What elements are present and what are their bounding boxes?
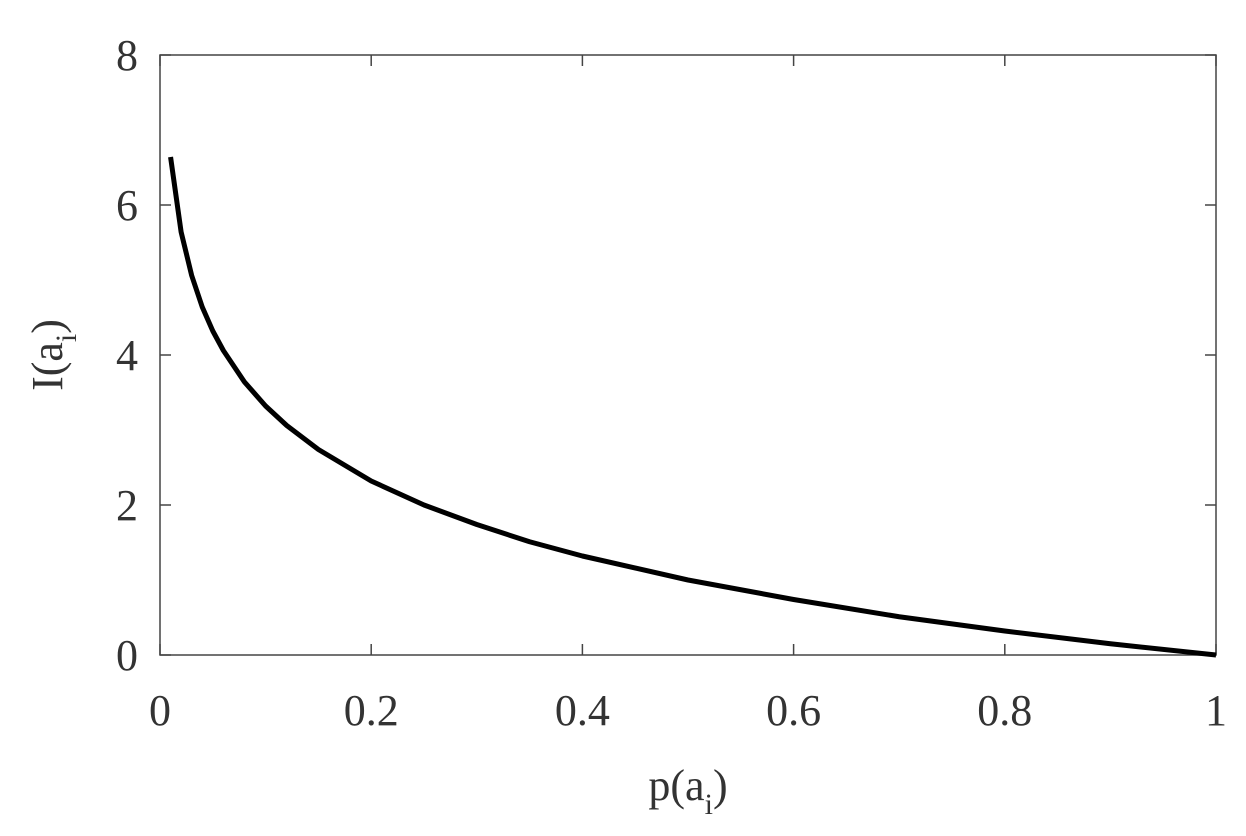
y-tick-label: 2 [116, 481, 138, 530]
y-tick-label: 8 [116, 31, 138, 80]
y-tick-label: 0 [116, 631, 138, 680]
x-tick-label: 0.4 [555, 686, 610, 735]
x-tick-label: 0.2 [344, 686, 399, 735]
y-label-sub: i [50, 334, 83, 342]
data-line [168, 156, 1217, 658]
x-label-sub: i [705, 788, 713, 821]
x-tick-label: 1 [1205, 686, 1227, 735]
y-label-text: I(a [23, 342, 72, 391]
y-axis-label: I(ai) [23, 319, 83, 391]
plot-frame [159, 54, 1217, 656]
x-label-text: ) [713, 761, 728, 810]
x-label-text: p(a [648, 761, 704, 810]
x-tick-label: 0.6 [766, 686, 821, 735]
x-tick-label: 0.8 [977, 686, 1032, 735]
y-tick-label: 6 [116, 181, 138, 230]
y-label-text: ) [23, 319, 72, 334]
y-tick-label: 4 [116, 331, 138, 380]
x-tick-label: 0 [149, 686, 171, 735]
x-axis-label: p(ai) [648, 761, 727, 821]
